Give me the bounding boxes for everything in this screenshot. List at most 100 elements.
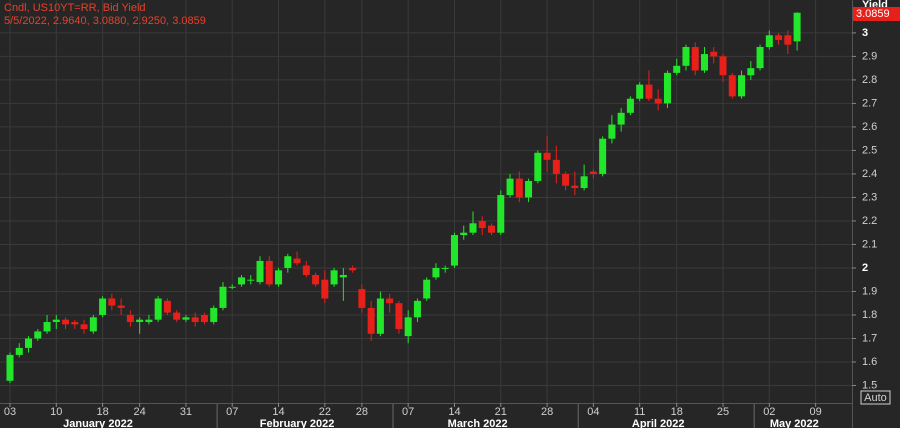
y-tick-label: 2.6 <box>862 121 877 133</box>
candle-body <box>145 319 153 323</box>
candle-body <box>339 275 347 278</box>
candle-body <box>191 317 199 323</box>
candle-body <box>62 319 70 325</box>
candle-body <box>413 300 421 318</box>
y-tick-label: 2.7 <box>862 97 877 109</box>
candle-body <box>738 75 746 97</box>
last-value-box <box>853 7 900 21</box>
candle-body <box>80 324 88 330</box>
candle-body <box>543 152 551 160</box>
button-frame[interactable] <box>860 390 891 405</box>
candle-body <box>154 298 162 320</box>
month-label: April 2022 <box>632 418 685 428</box>
candle-body <box>108 298 116 306</box>
candle-body <box>330 270 338 285</box>
chart-title: Cndl, US10YT=RR, Bid Yield <box>4 2 146 14</box>
month-label: March 2022 <box>448 418 508 428</box>
candle-body <box>302 265 310 276</box>
month-label: January 2022 <box>63 418 133 428</box>
candle-body <box>25 338 33 348</box>
month-label: February 2022 <box>260 418 335 428</box>
x-tick-label: 14 <box>272 406 284 418</box>
candle-body <box>728 75 736 97</box>
x-tick-label: 02 <box>763 406 775 418</box>
candle-body <box>52 319 60 323</box>
candle-body <box>589 171 597 174</box>
candle-body <box>506 178 514 196</box>
candle-body <box>747 68 755 76</box>
y-tick-label: 2.5 <box>862 144 877 156</box>
y-tick-label: 1.9 <box>862 285 877 297</box>
candle-body <box>34 331 42 339</box>
y-tick-label: 2.1 <box>862 238 877 250</box>
candle-body <box>515 178 523 198</box>
x-tick-label: 21 <box>495 406 507 418</box>
candle-body <box>775 35 783 40</box>
candle-body <box>450 235 458 266</box>
candle-body <box>210 307 218 323</box>
candle-body <box>256 260 264 283</box>
candle-body <box>756 47 764 69</box>
x-tick-label: 04 <box>587 406 599 418</box>
last-value-label: 3.0859 <box>856 8 890 20</box>
candle-body <box>321 279 329 299</box>
candle-body <box>488 225 496 233</box>
candle-body <box>525 180 533 198</box>
month-label: May 2022 <box>770 418 819 428</box>
candle-body <box>617 112 625 125</box>
candle-body <box>608 124 616 139</box>
candle-body <box>247 279 255 281</box>
candle-body <box>441 267 449 269</box>
x-tick-label: 18 <box>96 406 108 418</box>
candle-body <box>497 195 505 233</box>
candle-body <box>43 322 51 332</box>
candle-body <box>173 312 181 320</box>
candle-body <box>663 72 671 104</box>
candle-body <box>534 152 542 181</box>
candle-body <box>182 317 190 320</box>
y-tick-label: 1.7 <box>862 332 877 344</box>
candle-body <box>228 286 236 288</box>
candle-body <box>358 289 366 308</box>
candle-body <box>580 176 588 189</box>
candle-body <box>793 12 801 42</box>
candle-body <box>701 54 708 71</box>
grid-layer <box>0 0 852 403</box>
x-tick-label: 07 <box>402 406 414 418</box>
y-tick-label: 2.9 <box>862 50 877 62</box>
x-tick-label: 03 <box>4 406 16 418</box>
y-tick-label: 1.5 <box>862 379 877 391</box>
candle-body <box>349 267 357 271</box>
chart-subtitle: 5/5/2022, 2.9640, 3.0880, 2.9250, 3.0859 <box>4 15 206 27</box>
auto-button[interactable]: Auto <box>860 390 891 405</box>
candle-body <box>719 56 727 76</box>
candle-body <box>404 317 412 337</box>
candle-body <box>478 220 486 229</box>
candle-body <box>682 47 690 66</box>
candle-body <box>552 159 560 174</box>
x-tick-label: 10 <box>50 406 62 418</box>
x-tick-label: 28 <box>541 406 553 418</box>
candle-body <box>284 256 292 268</box>
candle-body <box>562 173 570 186</box>
x-tick-label: 24 <box>134 406 146 418</box>
candle-body <box>293 258 301 264</box>
candle-body <box>423 279 431 299</box>
button-label[interactable]: Auto <box>864 392 887 404</box>
candle-body <box>691 47 699 71</box>
candle-body <box>395 303 403 330</box>
y-tick-label: 1.8 <box>862 309 877 321</box>
candle-body <box>219 286 227 308</box>
candle-body <box>238 277 245 285</box>
candle-body <box>460 232 468 236</box>
candle-body <box>312 275 320 285</box>
candle-body <box>71 322 79 325</box>
candle-body <box>599 138 607 174</box>
candle-body <box>89 317 97 332</box>
y-tick-label: 2 <box>862 262 868 274</box>
y-tick-label: 1.6 <box>862 356 877 368</box>
candle-body <box>367 307 375 334</box>
